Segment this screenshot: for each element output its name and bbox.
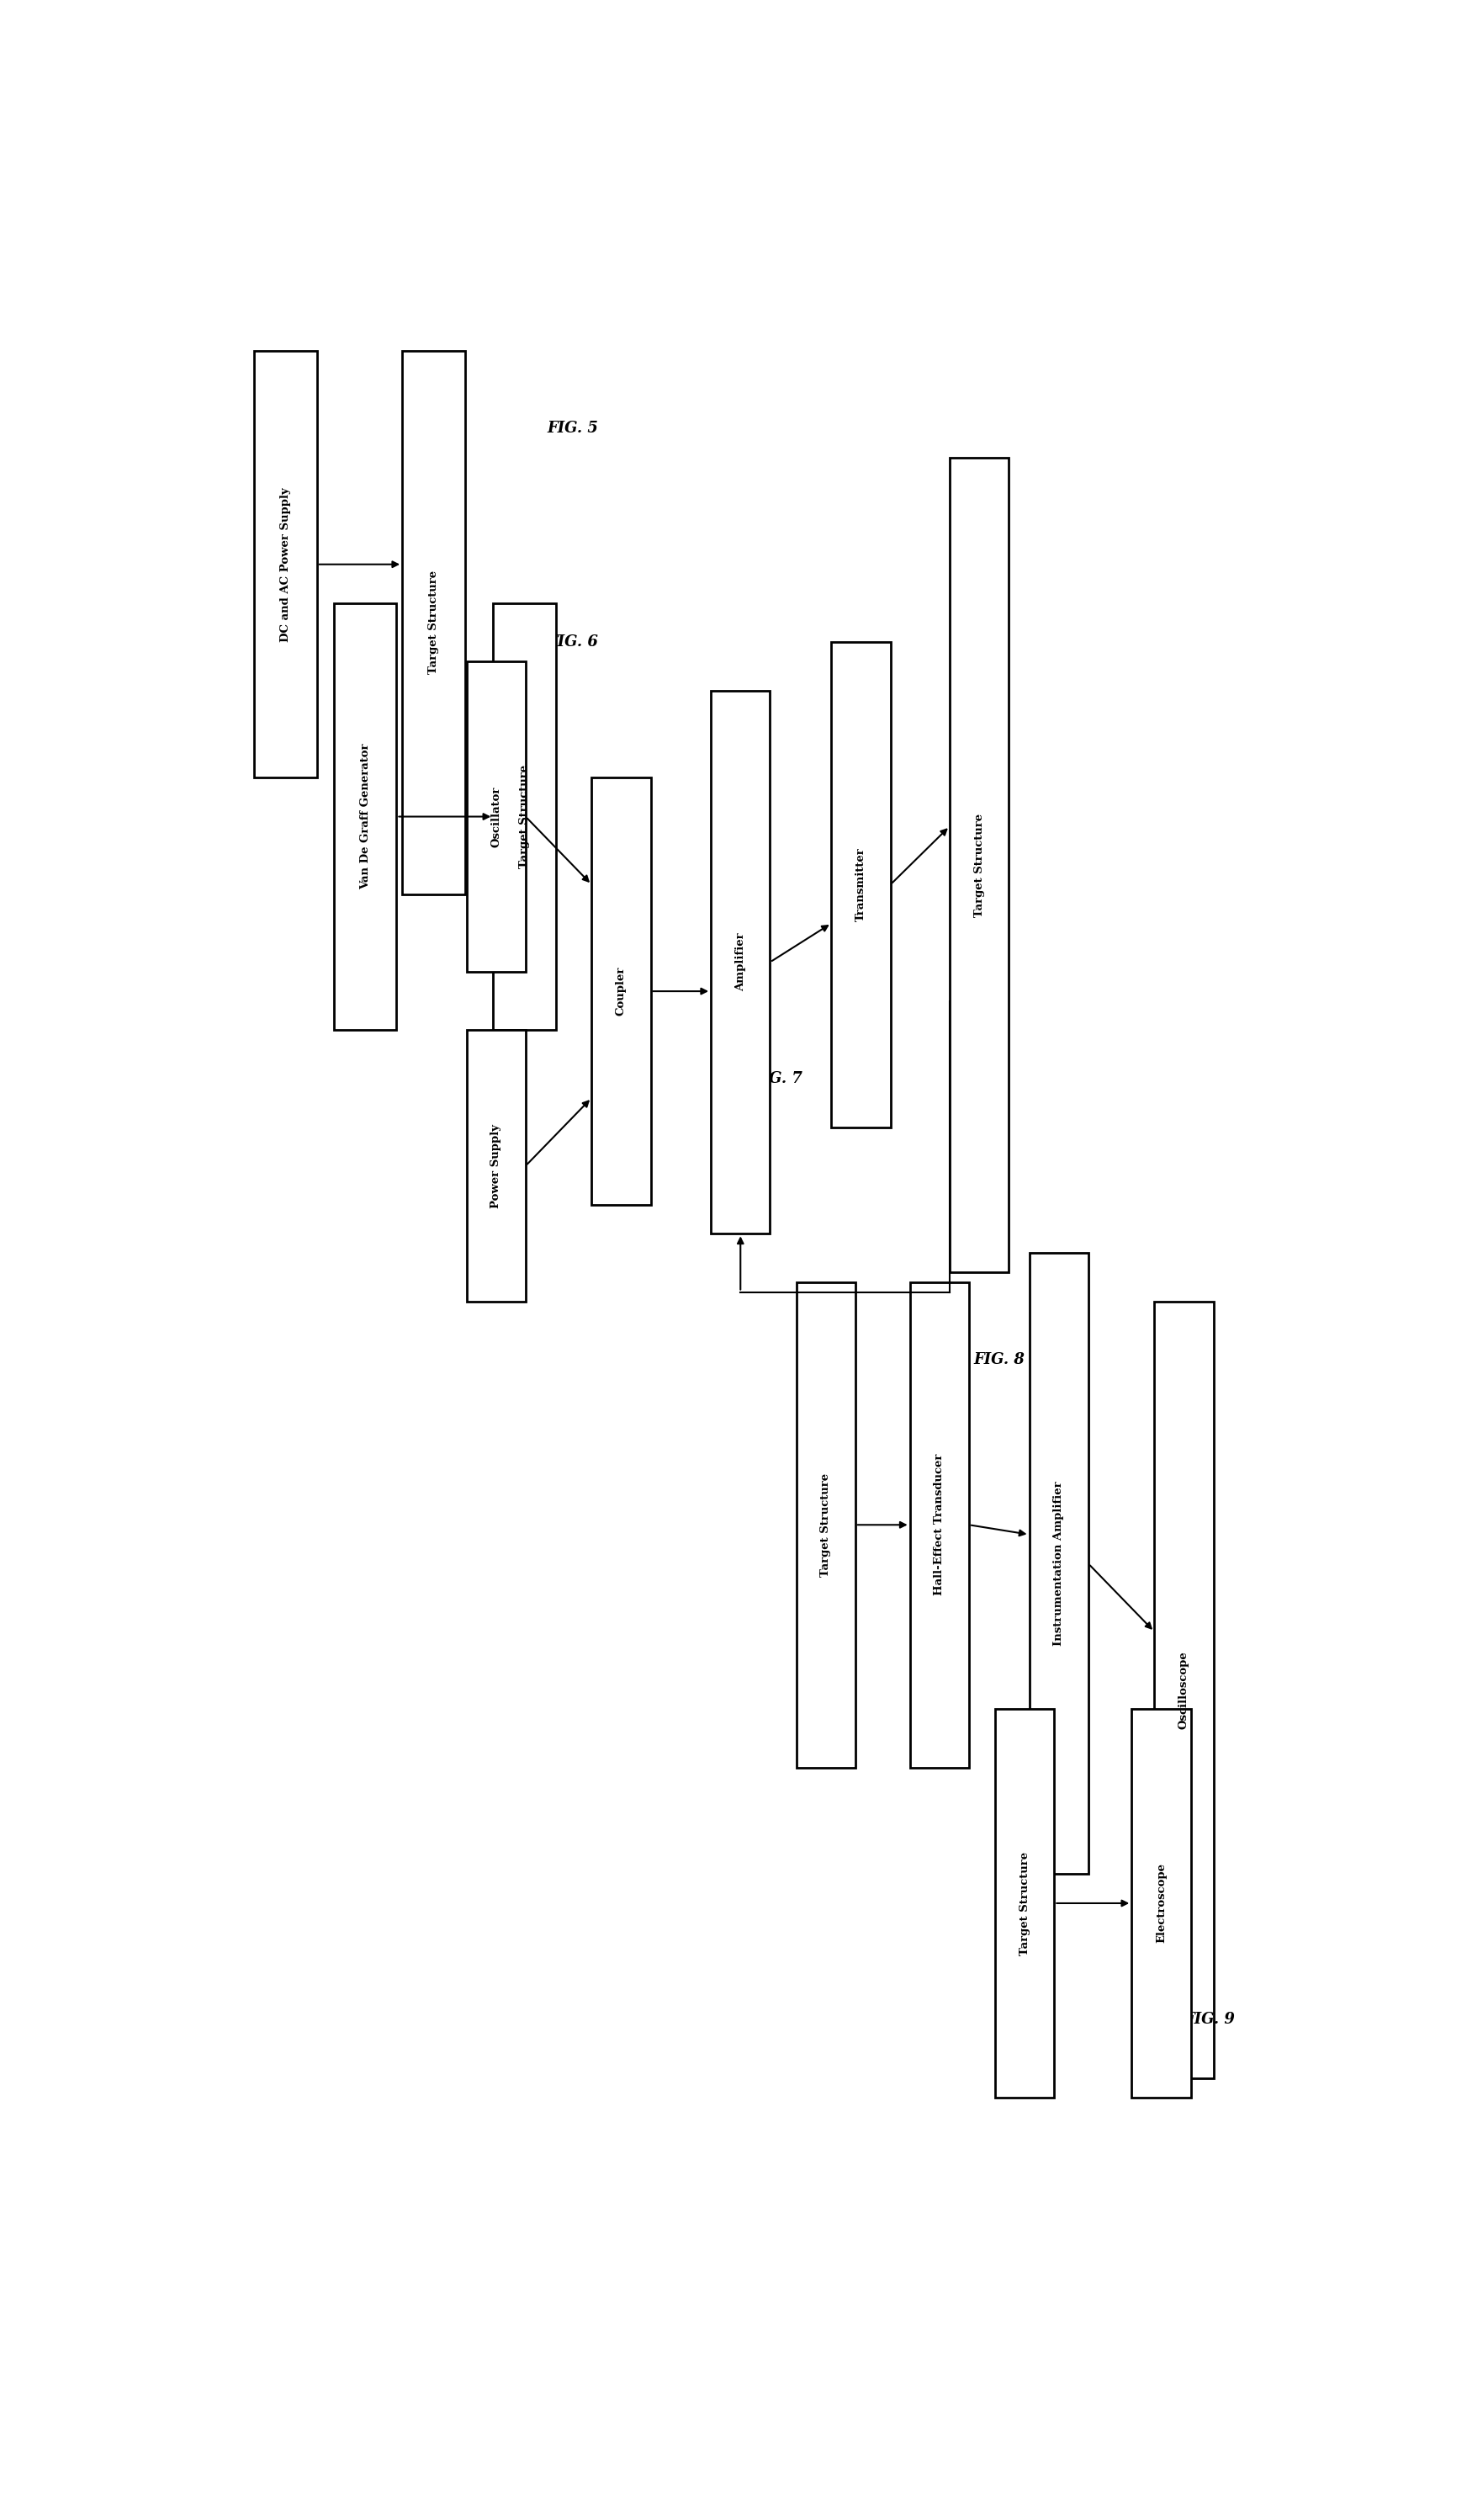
Text: Instrumentation Amplifier: Instrumentation Amplifier bbox=[1053, 1482, 1064, 1646]
Bar bbox=[995, 1709, 1055, 2097]
Bar bbox=[832, 643, 890, 1126]
Bar bbox=[711, 690, 770, 1235]
Bar bbox=[797, 1283, 855, 1767]
Text: FIG. 8: FIG. 8 bbox=[974, 1353, 1025, 1368]
Bar bbox=[1030, 1252, 1089, 1875]
Bar bbox=[254, 350, 317, 779]
Text: Amplifier: Amplifier bbox=[735, 932, 745, 990]
Text: Target Structure: Target Structure bbox=[974, 814, 984, 917]
Text: Transmitter: Transmitter bbox=[855, 847, 867, 922]
Bar bbox=[1131, 1709, 1191, 2097]
Text: DC and AC Power Supply: DC and AC Power Supply bbox=[280, 486, 290, 643]
Text: Van De Graff Generator: Van De Graff Generator bbox=[359, 743, 371, 890]
Bar bbox=[591, 779, 651, 1205]
Text: FIG. 7: FIG. 7 bbox=[751, 1071, 802, 1086]
Bar bbox=[493, 602, 556, 1031]
Text: Coupler: Coupler bbox=[616, 968, 626, 1016]
Bar bbox=[334, 602, 396, 1031]
Text: Hall-Effect Transducer: Hall-Effect Transducer bbox=[934, 1454, 945, 1595]
Text: Oscillator: Oscillator bbox=[490, 786, 502, 847]
Text: FIG. 9: FIG. 9 bbox=[1184, 2011, 1235, 2026]
Text: Target Structure: Target Structure bbox=[519, 764, 530, 869]
Text: Electroscope: Electroscope bbox=[1156, 1862, 1166, 1943]
Text: FIG. 6: FIG. 6 bbox=[547, 635, 599, 650]
Text: FIG. 5: FIG. 5 bbox=[547, 421, 599, 436]
Bar bbox=[910, 1283, 970, 1767]
Text: Power Supply: Power Supply bbox=[490, 1124, 502, 1207]
Bar bbox=[1155, 1303, 1213, 2079]
Bar bbox=[949, 459, 1009, 1273]
Bar bbox=[467, 660, 525, 973]
Text: Target Structure: Target Structure bbox=[1020, 1852, 1030, 1956]
Bar bbox=[467, 1031, 525, 1303]
Text: Target Structure: Target Structure bbox=[428, 570, 439, 675]
Text: Target Structure: Target Structure bbox=[820, 1474, 832, 1578]
Bar bbox=[402, 350, 465, 895]
Text: Oscilloscope: Oscilloscope bbox=[1178, 1651, 1190, 1729]
